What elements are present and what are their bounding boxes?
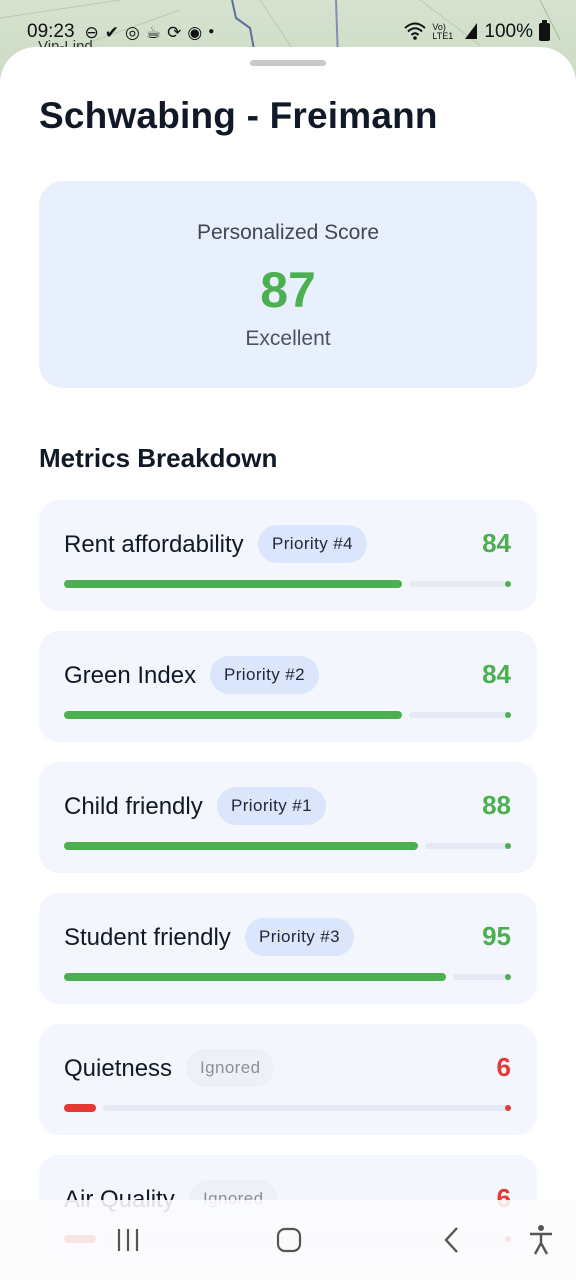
status-time: 09:23	[27, 21, 75, 42]
metric-name: Quietness	[64, 1055, 173, 1082]
progress-track	[409, 581, 511, 587]
metric-progress-bar	[64, 842, 511, 850]
accessibility-icon[interactable]	[521, 1222, 561, 1258]
metric-name: Rent affordability	[64, 531, 244, 558]
sync-icon: ⟳	[167, 22, 182, 42]
back-icon[interactable]	[432, 1222, 472, 1258]
signal-icon	[464, 22, 478, 43]
metric-card[interactable]: Student friendly Priority #3 95	[39, 893, 537, 1004]
progress-fill	[64, 580, 402, 588]
dot-icon: ●	[208, 26, 215, 37]
metric-progress-bar	[64, 580, 511, 588]
page-title: Schwabing - Freimann	[39, 95, 438, 136]
score-value: 87	[260, 262, 316, 318]
metric-card[interactable]: Child friendly Priority #1 88	[39, 762, 537, 873]
progress-track	[103, 1105, 511, 1111]
metric-name: Student friendly	[64, 924, 231, 951]
battery-icon	[539, 20, 550, 41]
metric-card[interactable]: Quietness Ignored 6	[39, 1024, 537, 1135]
bottom-sheet: Schwabing - Freimann Personalized Score …	[0, 47, 576, 1280]
metric-value: 84	[482, 528, 511, 558]
progress-end-dot	[505, 1105, 511, 1111]
progress-fill	[64, 1104, 96, 1112]
metric-card[interactable]: Green Index Priority #2 84	[39, 631, 537, 742]
progress-track	[409, 712, 511, 718]
priority-badge: Priority #4	[258, 525, 367, 563]
priority-badge: Priority #3	[245, 918, 354, 956]
ignored-badge: Ignored	[186, 1049, 275, 1087]
navigation-bar	[0, 1200, 576, 1280]
status-bar: 09:23 ⊖ ✔ ◎ ☕ ⟳ ◉ ● Vo) LTE1 100%	[0, 0, 576, 64]
check-icon: ✔	[104, 22, 120, 42]
progress-fill	[64, 842, 418, 850]
progress-end-dot	[505, 843, 511, 849]
teapot-icon: ☕	[145, 22, 162, 42]
metric-card[interactable]: Rent affordability Priority #4 84	[39, 500, 537, 611]
metric-value: 95	[482, 921, 511, 951]
progress-end-dot	[505, 581, 511, 587]
priority-badge: Priority #1	[217, 787, 326, 825]
metric-name: Green Index	[64, 662, 197, 689]
network-label: Vo) LTE1	[432, 22, 454, 41]
record-icon: ◉	[187, 22, 203, 42]
metric-name: Child friendly	[64, 793, 203, 820]
progress-fill	[64, 711, 402, 719]
drag-handle[interactable]	[250, 60, 326, 66]
score-description: Excellent	[245, 327, 331, 350]
home-icon[interactable]	[269, 1222, 309, 1258]
metric-progress-bar	[64, 711, 511, 719]
do-not-disturb-icon: ⊖	[84, 22, 99, 42]
whatsapp-icon: ◎	[125, 22, 140, 42]
battery-percent: 100%	[484, 21, 533, 42]
recent-apps-icon[interactable]	[108, 1222, 148, 1258]
metric-progress-bar	[64, 973, 511, 981]
wifi-icon	[404, 22, 427, 43]
progress-fill	[64, 973, 446, 981]
metric-value: 6	[496, 1052, 511, 1082]
progress-track	[453, 974, 511, 980]
metric-progress-bar	[64, 1104, 511, 1112]
metric-value: 84	[482, 659, 511, 689]
progress-track	[425, 843, 511, 849]
progress-end-dot	[505, 974, 511, 980]
priority-badge: Priority #2	[210, 656, 319, 694]
score-label: Personalized Score	[196, 221, 380, 244]
progress-end-dot	[505, 712, 511, 718]
metric-value: 88	[482, 790, 511, 820]
metrics-section-title: Metrics Breakdown	[39, 443, 278, 473]
score-card: Personalized Score 87 Excellent	[39, 181, 537, 388]
